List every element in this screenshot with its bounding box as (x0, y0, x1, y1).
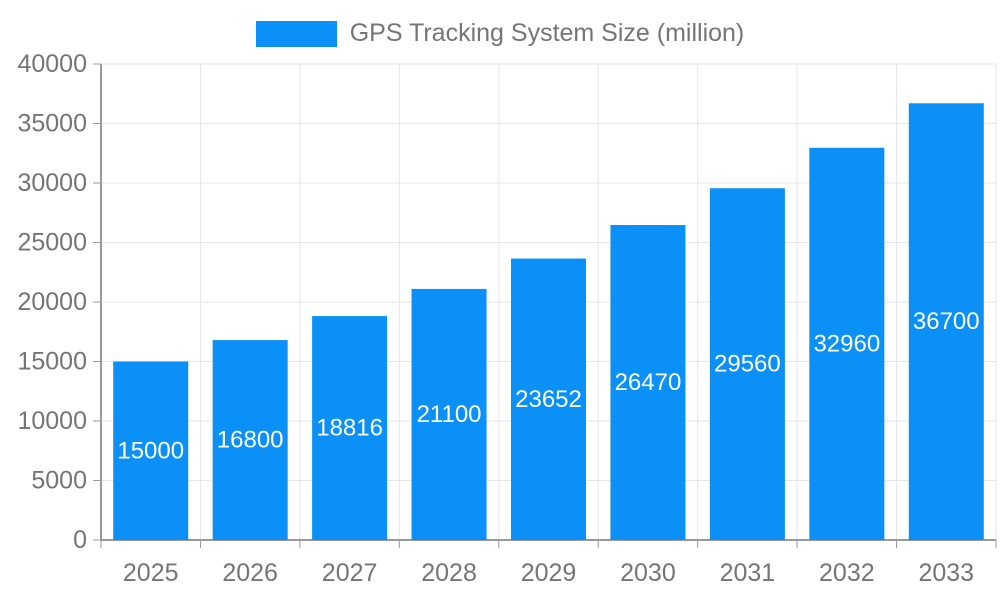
x-axis-tick-label: 2032 (819, 559, 875, 587)
bar[interactable] (511, 258, 586, 540)
x-axis-tick-label: 2026 (222, 559, 278, 587)
y-axis-tick-label: 20000 (17, 288, 87, 316)
bar[interactable] (809, 147, 885, 540)
legend-swatch (255, 20, 337, 47)
bar[interactable] (610, 225, 686, 540)
x-axis-tick-label: 2027 (322, 559, 378, 587)
bar[interactable] (908, 103, 984, 541)
y-axis-tick-label: 25000 (17, 229, 87, 257)
bar[interactable] (709, 188, 785, 540)
bar-value-label: 21100 (417, 401, 482, 428)
bar[interactable] (411, 288, 487, 540)
legend-label: GPS Tracking System Size (million) (349, 19, 745, 47)
bar-value-label: 29560 (714, 351, 781, 378)
bar-value-label: 32960 (813, 330, 880, 357)
bar-value-label: 36700 (913, 308, 980, 335)
x-axis-tick-label: 2031 (720, 559, 776, 587)
bar-value-label: 15000 (117, 437, 184, 464)
bar-value-label: 18816 (316, 415, 383, 442)
y-axis-tick-label: 30000 (17, 169, 87, 197)
y-axis-tick-label: 40000 (17, 50, 87, 78)
bar[interactable] (212, 340, 288, 540)
x-axis-tick-label: 2029 (521, 559, 577, 587)
x-axis-tick-label: 2033 (918, 559, 974, 587)
bar-value-label: 26470 (615, 369, 682, 396)
legend-item[interactable]: GPS Tracking System Size (million) (0, 19, 1000, 48)
y-axis-tick-label: 15000 (17, 348, 87, 376)
x-axis-tick-label: 2025 (123, 559, 179, 587)
bar[interactable] (312, 316, 388, 540)
bar-value-label: 16800 (217, 427, 284, 454)
y-axis-tick-label: 35000 (17, 110, 87, 138)
x-axis-tick-label: 2028 (421, 559, 477, 587)
bar-value-label: 23652 (515, 386, 582, 413)
y-axis-tick-label: 10000 (17, 407, 87, 435)
y-axis-tick-label: 0 (73, 526, 87, 554)
bar[interactable] (113, 361, 189, 541)
x-axis-tick-label: 2030 (620, 559, 676, 587)
y-axis-tick-label: 5000 (31, 467, 87, 495)
